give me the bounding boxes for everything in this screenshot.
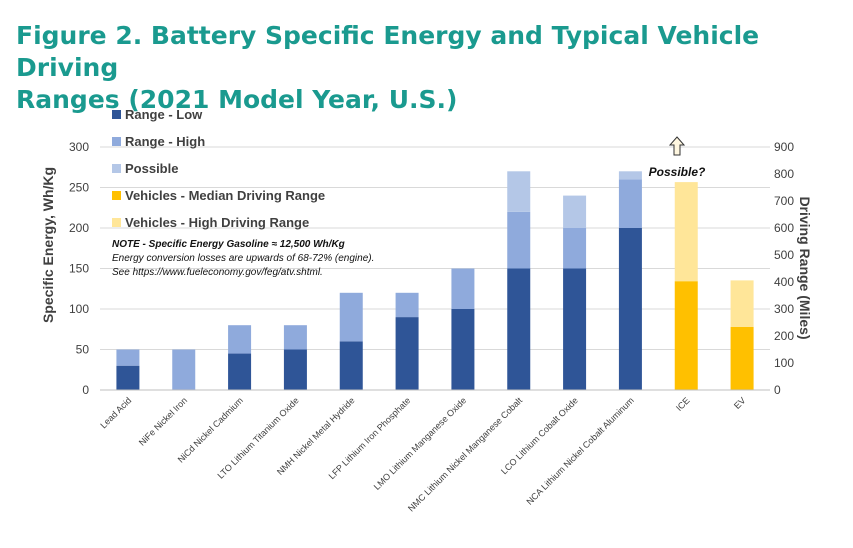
x-tick-label: NiFe Nickel Iron [137, 395, 189, 447]
bar-range-high [228, 325, 252, 354]
x-tick-label: NMC Lithium Nickel Manganese Cobalt [406, 395, 524, 513]
note-line3: See https://www.fueleconomy.gov/feg/atv.… [112, 267, 323, 278]
x-tick-label: Lead Acid [98, 395, 133, 430]
y2-tick-label: 600 [774, 221, 794, 235]
x-tick-label: EV [732, 395, 748, 411]
bar-range-high [395, 292, 419, 318]
y2-tick-label: 700 [774, 194, 794, 208]
bar-range-low [618, 228, 642, 390]
bar-range-high [339, 292, 363, 342]
bars [116, 171, 754, 390]
figure-title-line2: Ranges (2021 Model Year, U.S.) [16, 85, 458, 114]
y-tick-label: 50 [76, 343, 90, 357]
bar-range-high [563, 228, 587, 269]
bar-possible [563, 195, 587, 228]
bar-range-low [339, 341, 363, 390]
bar-vehicle-high [730, 280, 754, 327]
y2-axis-label: Driving Range (Miles) [797, 196, 813, 339]
bar-range-low [451, 309, 475, 390]
bar-range-low [563, 268, 587, 390]
legend-range-low-swatch [112, 110, 121, 119]
bar-range-high [618, 179, 642, 228]
bar-possible [507, 171, 531, 212]
legend-range-high[interactable]: Range - High [125, 134, 205, 149]
bar-range-low [507, 268, 531, 390]
legend-vehicle-high[interactable]: Vehicles - High Driving Range [125, 215, 309, 230]
figure-title: Figure 2. Battery Specific Energy and Ty… [16, 20, 836, 116]
bar-range-high [116, 349, 140, 366]
up-arrow-icon [668, 136, 686, 156]
bar-range-low [395, 317, 419, 390]
y2-tick-label: 500 [774, 248, 794, 262]
y-tick-label: 200 [69, 221, 89, 235]
y-tick-label: 300 [69, 140, 89, 154]
legend-possible[interactable]: Possible [125, 161, 178, 176]
legend-vehicle-median-swatch [112, 191, 121, 200]
bar-possible [618, 171, 642, 180]
y-tick-label: 0 [82, 383, 89, 397]
y-tick-label: 150 [69, 262, 89, 276]
gridlines [100, 146, 770, 350]
bar-range-high [172, 349, 196, 390]
x-tick-label: LMO Lithium Manganese Oxide [372, 395, 469, 492]
legend-range-high-swatch [112, 137, 121, 146]
y2-tick-label: 0 [774, 383, 781, 397]
y2-tick-label: 900 [774, 140, 794, 154]
y2-tick-label: 200 [774, 329, 794, 343]
bar-vehicle-high [674, 182, 698, 282]
bar-range-high [507, 211, 531, 269]
y-tick-label: 100 [69, 302, 89, 316]
legend-range-low[interactable]: Range - Low [125, 107, 203, 122]
bar-vehicle-median [674, 281, 698, 390]
y2-tick-label: 100 [774, 356, 794, 370]
legend-possible-swatch [112, 164, 121, 173]
y-axis-label: Specific Energy, Wh/Kg [40, 167, 56, 323]
x-tick-label: NCA Lithium Nickel Cobalt Aluminum [524, 395, 635, 506]
bar-vehicle-median [730, 326, 754, 390]
bar-range-low [283, 349, 307, 390]
legend[interactable]: Range - Low Range - High Possible Vehicles … [112, 107, 325, 230]
bar-range-low [116, 365, 140, 390]
y2-tick-label: 400 [774, 275, 794, 289]
y2-tick-label: 800 [774, 167, 794, 181]
bar-range-low [228, 353, 252, 390]
legend-vehicle-high-swatch [112, 218, 121, 227]
y-tick-label: 250 [69, 181, 89, 195]
x-tick-label: ICE [674, 395, 692, 413]
y2-tick-label: 300 [774, 302, 794, 316]
right-axis-ticks: 0 100 200 300 400 500 600 700 800 900 [774, 140, 794, 397]
note-box: NOTE - Specific Energy Gasoline ≈ 12,500… [112, 238, 374, 280]
note-line2: Energy conversion losses are upwards of … [112, 253, 375, 264]
bar-range-high [451, 268, 475, 309]
figure-title-line1: Figure 2. Battery Specific Energy and Ty… [16, 21, 760, 82]
legend-vehicle-median[interactable]: Vehicles - Median Driving Range [125, 188, 325, 203]
possible-annotation: Possible? [649, 165, 706, 179]
note-line1: NOTE - Specific Energy Gasoline ≈ 12,500… [112, 239, 345, 250]
bar-range-high [283, 325, 307, 350]
left-axis-ticks: 0 50 100 150 200 250 300 [69, 140, 89, 397]
